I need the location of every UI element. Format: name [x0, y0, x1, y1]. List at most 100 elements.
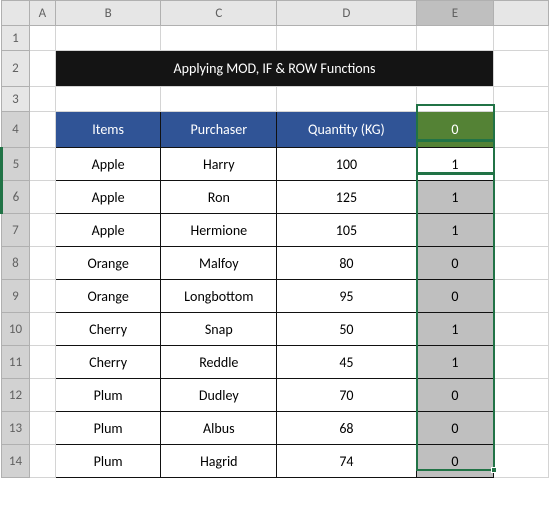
cell[interactable] [494, 346, 549, 379]
cell-purchaser[interactable]: Hagrid [161, 445, 277, 478]
cell[interactable] [29, 445, 55, 478]
col-header-c[interactable]: C [161, 1, 277, 26]
row-header-7[interactable]: 7 [2, 214, 30, 247]
row-header-12[interactable]: 12 [2, 379, 30, 412]
cell[interactable] [29, 247, 55, 280]
row-header-9[interactable]: 9 [2, 280, 30, 313]
cell[interactable] [494, 379, 549, 412]
cell-quantity[interactable]: 105 [277, 214, 416, 247]
title-cell[interactable]: Applying MOD, IF & ROW Functions [55, 51, 493, 87]
cell-items[interactable]: Cherry [55, 313, 161, 346]
cell-quantity[interactable]: 68 [277, 412, 416, 445]
header-purchaser[interactable]: Purchaser [161, 112, 277, 148]
cell[interactable] [494, 181, 549, 214]
cell-helper[interactable]: 0 [416, 247, 494, 280]
row-header-6[interactable]: 6 [2, 181, 30, 214]
row-header-14[interactable]: 14 [2, 445, 30, 478]
cell[interactable] [416, 87, 494, 112]
cell[interactable] [416, 26, 494, 51]
cell[interactable] [29, 346, 55, 379]
row-header-11[interactable]: 11 [2, 346, 30, 379]
cell-items[interactable]: Orange [55, 280, 161, 313]
cell[interactable] [55, 87, 161, 112]
cell[interactable] [29, 181, 55, 214]
cell-items[interactable]: Apple [55, 148, 161, 181]
cell[interactable] [29, 214, 55, 247]
row-header-3[interactable]: 3 [2, 87, 30, 112]
cell[interactable] [29, 87, 55, 112]
cell[interactable] [55, 26, 161, 51]
cell-helper[interactable]: 1 [416, 181, 494, 214]
cell[interactable] [494, 112, 549, 148]
cell-helper[interactable]: 0 [416, 412, 494, 445]
cell[interactable] [494, 148, 549, 181]
cell-quantity[interactable]: 100 [277, 148, 416, 181]
cell-purchaser[interactable]: Ron [161, 181, 277, 214]
cell-items[interactable]: Plum [55, 379, 161, 412]
cell-items[interactable]: Cherry [55, 346, 161, 379]
row-header-5[interactable]: 5 [2, 148, 30, 181]
cell[interactable] [494, 247, 549, 280]
row-header-8[interactable]: 8 [2, 247, 30, 280]
cell[interactable] [494, 214, 549, 247]
spreadsheet-grid[interactable]: A B C D E 1 2 Applying MOD, IF & ROW Fun… [0, 0, 549, 478]
header-items[interactable]: Items [55, 112, 161, 148]
cell-helper[interactable]: 0 [416, 379, 494, 412]
cell-quantity[interactable]: 45 [277, 346, 416, 379]
cell[interactable] [29, 412, 55, 445]
cell-helper[interactable]: 1 [416, 214, 494, 247]
cell-quantity[interactable]: 95 [277, 280, 416, 313]
cell-purchaser[interactable]: Hermione [161, 214, 277, 247]
cell-items[interactable]: Orange [55, 247, 161, 280]
select-all-corner[interactable] [2, 1, 30, 26]
cell[interactable] [494, 26, 549, 51]
cell[interactable] [494, 87, 549, 112]
col-header-b[interactable]: B [55, 1, 161, 26]
cell-items[interactable]: Plum [55, 412, 161, 445]
cell[interactable] [29, 379, 55, 412]
cell[interactable] [29, 112, 55, 148]
col-header-e[interactable]: E [416, 1, 494, 26]
cell[interactable] [29, 148, 55, 181]
cell-quantity[interactable]: 70 [277, 379, 416, 412]
cell-purchaser[interactable]: Snap [161, 313, 277, 346]
cell-helper[interactable]: 1 [416, 313, 494, 346]
header-quantity[interactable]: Quantity (KG) [277, 112, 416, 148]
row-header-10[interactable]: 10 [2, 313, 30, 346]
row-header-2[interactable]: 2 [2, 51, 30, 87]
cell-quantity[interactable]: 125 [277, 181, 416, 214]
cell[interactable] [29, 313, 55, 346]
cell-quantity[interactable]: 50 [277, 313, 416, 346]
cell-helper[interactable]: 0 [416, 280, 494, 313]
cell-purchaser[interactable]: Albus [161, 412, 277, 445]
cell-purchaser[interactable]: Reddle [161, 346, 277, 379]
row-header-13[interactable]: 13 [2, 412, 30, 445]
cell-helper[interactable]: 1 [416, 346, 494, 379]
cell[interactable] [29, 26, 55, 51]
col-header-d[interactable]: D [277, 1, 416, 26]
cell-purchaser[interactable]: Longbottom [161, 280, 277, 313]
cell-helper[interactable]: 1 [416, 148, 494, 181]
cell-items[interactable]: Plum [55, 445, 161, 478]
cell[interactable] [277, 87, 416, 112]
cell-quantity[interactable]: 80 [277, 247, 416, 280]
cell[interactable] [494, 51, 549, 87]
col-header-a[interactable]: A [29, 1, 55, 26]
cell[interactable] [161, 26, 277, 51]
cell-purchaser[interactable]: Harry [161, 148, 277, 181]
cell[interactable] [494, 412, 549, 445]
cell[interactable] [29, 51, 55, 87]
col-header-f[interactable] [494, 1, 549, 26]
cell[interactable] [161, 87, 277, 112]
cell[interactable] [29, 280, 55, 313]
row-header-1[interactable]: 1 [2, 26, 30, 51]
row-header-4[interactable]: 4 [2, 112, 30, 148]
cell-quantity[interactable]: 74 [277, 445, 416, 478]
cell-items[interactable]: Apple [55, 181, 161, 214]
cell[interactable] [494, 445, 549, 478]
cell[interactable] [494, 280, 549, 313]
cell-items[interactable]: Apple [55, 214, 161, 247]
cell-purchaser[interactable]: Dudley [161, 379, 277, 412]
cell[interactable] [277, 26, 416, 51]
cell-purchaser[interactable]: Malfoy [161, 247, 277, 280]
